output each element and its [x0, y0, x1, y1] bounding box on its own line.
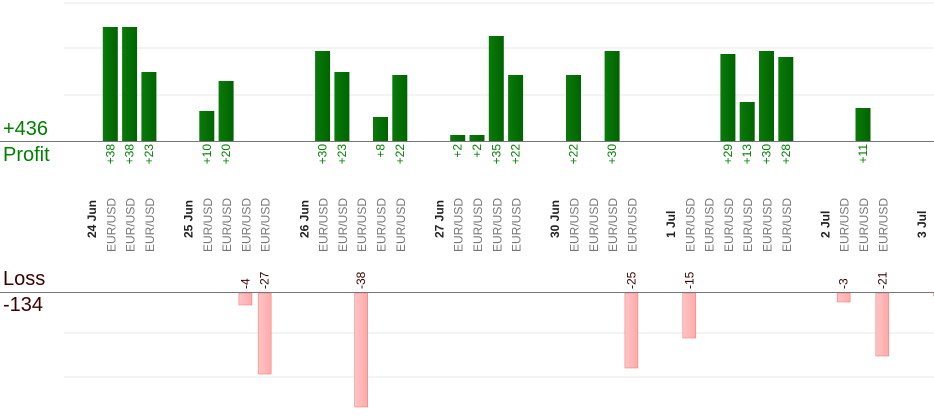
category-label: EUR/USD — [394, 198, 408, 252]
loss-value-label: -25 — [624, 271, 638, 289]
loss-bar — [354, 292, 369, 408]
profit-value-label: +35 — [489, 144, 503, 165]
date-label: 25 Jun — [182, 200, 196, 238]
profit-value-label: +20 — [219, 144, 233, 165]
profit-bar — [720, 54, 736, 141]
category-label: EUR/USD — [876, 198, 890, 252]
loss-total: -134 — [3, 294, 44, 316]
profit-bar — [488, 36, 504, 141]
profit-value-label: +11 — [856, 144, 870, 164]
category-label: EUR/USD — [239, 198, 253, 252]
profit-value-label: +10 — [200, 144, 214, 165]
profit-value-label: +30 — [605, 144, 619, 165]
category-label: EUR/USD — [606, 198, 620, 252]
category-label: EUR/USD — [490, 198, 504, 252]
bars — [102, 27, 934, 408]
loss-value-label: -38 — [354, 271, 368, 289]
profit-value-label: +29 — [721, 144, 735, 165]
profit-value-label: +13 — [740, 144, 754, 165]
profit-bar — [373, 117, 388, 141]
category-label: EUR/USD — [375, 198, 389, 252]
date-label: 2 Jul — [818, 211, 832, 238]
category-label: EUR/USD — [317, 198, 331, 252]
category-label: EUR/USD — [838, 198, 852, 252]
date-label: 1 Jul — [664, 211, 678, 238]
loss-bar — [257, 292, 272, 375]
date-label: 3 Jul — [915, 211, 929, 238]
loss-bar — [875, 292, 890, 357]
profit-value-label: +30 — [760, 144, 774, 165]
profit-value-label: +2 — [470, 144, 484, 158]
date-label: 30 Jun — [548, 200, 562, 238]
profit-bar — [392, 75, 408, 141]
profit-value-label: +28 — [779, 144, 793, 165]
category-label: EUR/USD — [722, 198, 736, 252]
loss-bar — [238, 292, 253, 306]
category-label: EUR/USD — [568, 198, 582, 252]
profit-bar — [218, 81, 234, 141]
profit-value-label: +2 — [451, 144, 465, 158]
category-label: EUR/USD — [510, 198, 524, 252]
loss-value-label: -4 — [238, 278, 252, 289]
labels: 24 Jun EUR/USD +38 EUR/USD +38 EUR/USD +23 25 J… — [85, 144, 934, 289]
profit-bar — [199, 111, 215, 141]
profit-bar — [566, 75, 581, 141]
category-label: EUR/USD — [104, 198, 118, 252]
category-label: EUR/USD — [587, 198, 601, 252]
category-label: EUR/USD — [259, 198, 273, 252]
loss-label: Loss — [3, 268, 46, 290]
profit-value-label: +38 — [103, 144, 117, 165]
loss-bar — [682, 292, 697, 339]
category-label: EUR/USD — [683, 198, 697, 252]
loss-value-label: -21 — [875, 271, 889, 289]
profit-value-label: +22 — [393, 144, 407, 165]
profit-bar — [739, 102, 755, 141]
profit-bar — [508, 75, 524, 141]
profit-value-label: +22 — [567, 144, 581, 165]
profit-label: Profit — [3, 144, 50, 166]
category-label: EUR/USD — [124, 198, 138, 252]
category-label: EUR/USD — [452, 198, 466, 252]
profit-bar — [102, 27, 118, 141]
loss-value-label: -3 — [837, 278, 851, 289]
profit-value-label: +8 — [374, 144, 388, 158]
category-label: EUR/USD — [336, 198, 350, 252]
category-label: EUR/USD — [703, 198, 717, 252]
profit-bar — [450, 135, 466, 141]
profit-bar — [855, 108, 871, 141]
profit-value-label: +38 — [123, 144, 137, 165]
category-label: EUR/USD — [143, 198, 157, 252]
profit-value-label: +23 — [335, 144, 349, 165]
date-label: 24 Jun — [85, 200, 99, 238]
profit-bar — [334, 72, 350, 141]
category-label: EUR/USD — [741, 198, 755, 252]
category-label: EUR/USD — [201, 198, 215, 252]
loss-value-label: -27 — [258, 271, 272, 289]
loss-value-label: -15 — [682, 271, 696, 289]
profit-value-label: +22 — [509, 144, 523, 165]
category-label: EUR/USD — [761, 198, 775, 252]
profit-total: +436 — [3, 118, 49, 140]
profit-bar — [122, 27, 138, 141]
profit-bar — [778, 57, 794, 141]
profit-bar — [759, 51, 774, 141]
profit-value-label: +23 — [142, 144, 156, 165]
loss-bar — [624, 292, 639, 369]
category-label: EUR/USD — [220, 198, 234, 252]
profit-bar — [604, 51, 620, 141]
profit-value-label: +30 — [316, 144, 330, 165]
profit-bar — [315, 51, 331, 141]
category-label: EUR/USD — [471, 198, 485, 252]
category-label: EUR/USD — [857, 198, 871, 252]
date-label: 27 Jun — [432, 200, 446, 238]
category-label: EUR/USD — [625, 198, 639, 252]
profit-bar — [141, 72, 157, 141]
loss-bar — [836, 292, 851, 303]
profit-bar — [469, 135, 485, 141]
axes — [0, 141, 934, 293]
category-label: EUR/USD — [355, 198, 369, 252]
date-label: 26 Jun — [297, 200, 311, 238]
category-label: EUR/USD — [780, 198, 794, 252]
